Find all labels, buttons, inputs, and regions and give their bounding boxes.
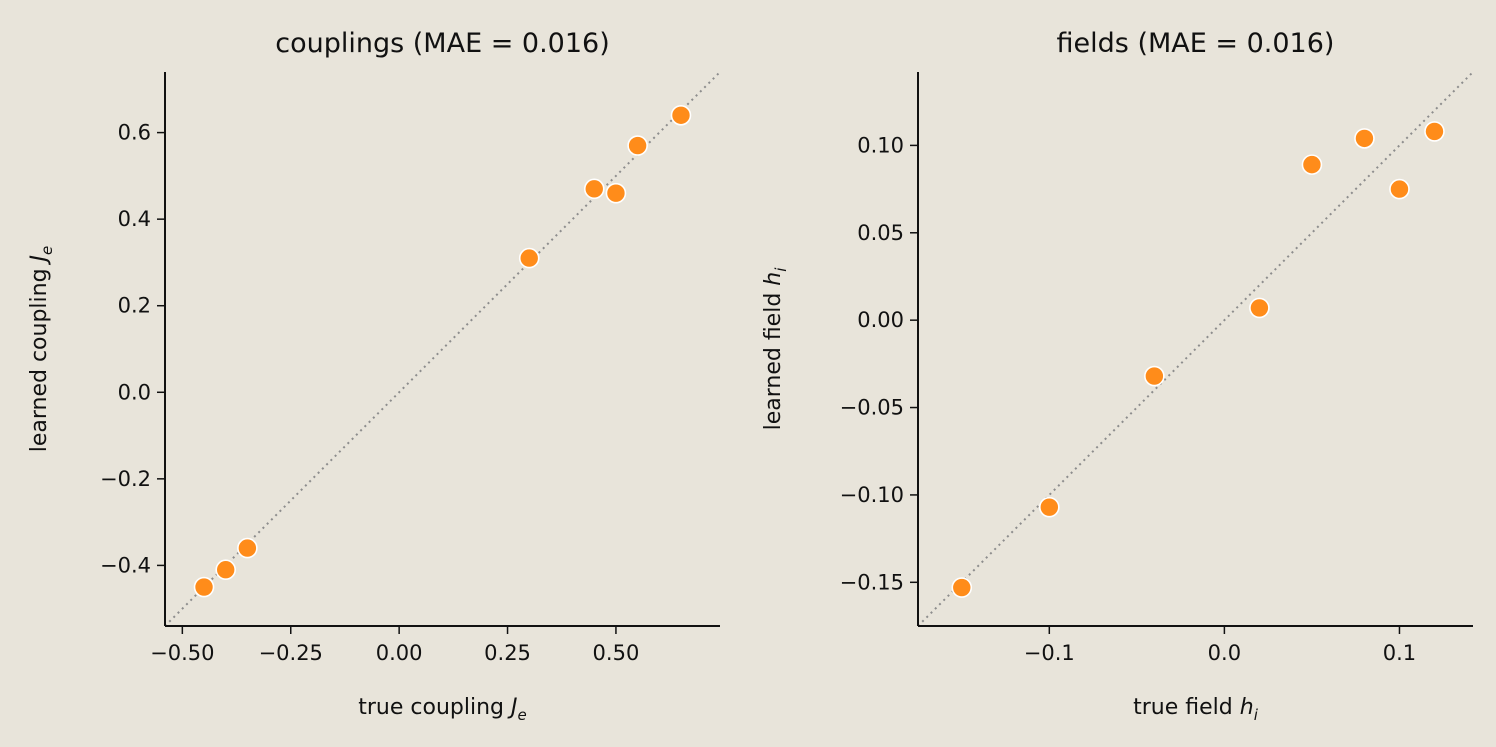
data-point	[518, 247, 540, 269]
chart-panel-1: −0.50 −0.25 0.00 0.25 0.50 −0.4 −0.2 0.0 0.2 0.4 0…	[27, 28, 721, 724]
y-axis-label: learned field hi	[761, 267, 790, 431]
y-tick-label: −0.10	[840, 483, 904, 507]
x-tick-label: −0.1	[1024, 641, 1075, 665]
y-tick-label: −0.2	[100, 467, 151, 491]
x-tick-label: 0.00	[376, 641, 423, 665]
chart-panel-2: −0.1 0.0 0.1 −0.15 −0.10 −0.05 0.00 0.05 0.10 fie…	[761, 28, 1474, 724]
data-point	[1144, 365, 1165, 387]
y-tick-label: 0.6	[118, 121, 151, 145]
y-tick-label: 0.10	[857, 133, 904, 157]
data-point	[237, 537, 258, 559]
x-axis-label: true field hi	[1133, 695, 1259, 724]
data-point	[193, 576, 215, 598]
data-point	[951, 577, 973, 598]
data-point	[215, 559, 237, 581]
y-tick-label: −0.05	[840, 396, 904, 420]
data-point	[1389, 178, 1410, 200]
y-tick-label: 0.4	[118, 207, 151, 231]
chart-title: fields (MAE = 0.016)	[1057, 28, 1335, 59]
y-tick-label: 0.2	[118, 294, 151, 318]
y-axis-label: learned coupling Je	[27, 246, 56, 453]
x-tick-label: −0.50	[150, 641, 214, 665]
data-point	[605, 182, 627, 204]
x-tick-label: −0.25	[259, 641, 323, 665]
data-point	[670, 104, 692, 126]
data-point	[1249, 297, 1270, 319]
x-axis-label: true coupling Je	[358, 695, 526, 724]
data-point	[1354, 128, 1375, 149]
data-point	[1039, 496, 1060, 518]
y-tick-label: 0.0	[118, 380, 151, 404]
y-tick-label: −0.4	[100, 553, 151, 577]
x-tick-label: 0.0	[1208, 641, 1241, 665]
x-tick-label: 0.50	[593, 641, 640, 665]
x-tick-label: 0.25	[484, 641, 531, 665]
x-tick-label: 0.1	[1383, 641, 1416, 665]
y-tick-label: −0.15	[840, 570, 904, 594]
chart-title: couplings (MAE = 0.016)	[275, 28, 610, 59]
data-point	[1424, 121, 1445, 142]
data-point	[627, 135, 648, 156]
y-tick-label: 0.05	[857, 221, 904, 245]
y-tick-label: 0.00	[857, 308, 904, 332]
data-point	[583, 178, 605, 200]
data-point	[1301, 154, 1323, 175]
